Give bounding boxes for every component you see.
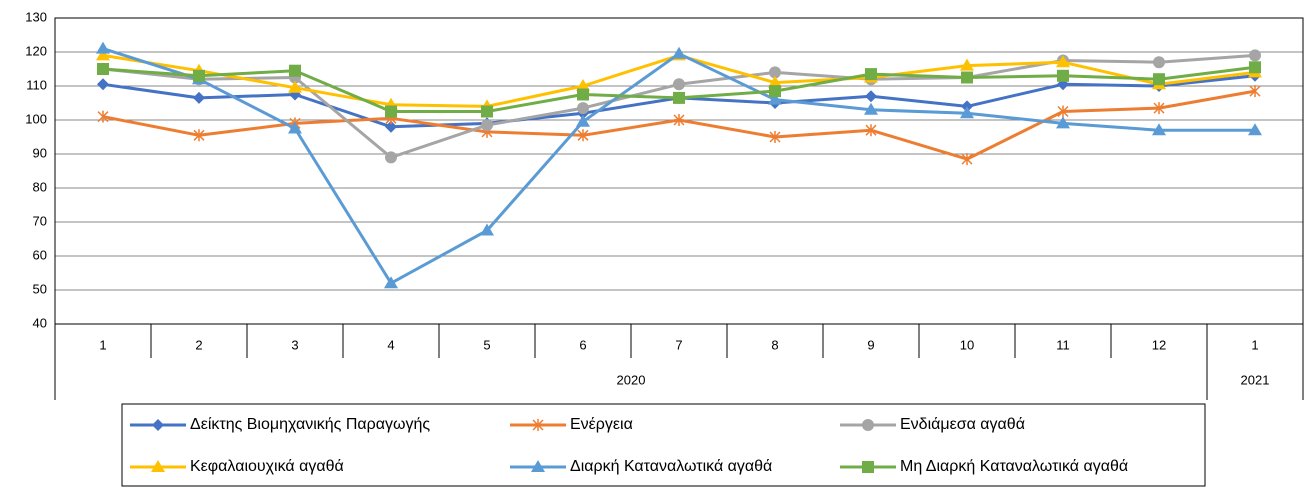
marker bbox=[769, 66, 781, 79]
marker bbox=[673, 78, 685, 91]
legend-item: Κεφαλαιουχικά αγαθά bbox=[130, 458, 344, 475]
y-tick-label: 130 bbox=[25, 9, 47, 24]
marker bbox=[862, 461, 874, 473]
marker bbox=[577, 88, 589, 101]
marker bbox=[864, 102, 878, 115]
x-tick-label: 12 bbox=[1152, 337, 1166, 352]
marker bbox=[769, 131, 781, 143]
marker bbox=[865, 68, 877, 81]
marker bbox=[1249, 49, 1261, 62]
marker bbox=[289, 64, 301, 77]
marker bbox=[97, 63, 109, 75]
marker bbox=[384, 276, 398, 289]
legend-label: Δείκτης Βιομηχανικής Παραγωγής bbox=[190, 416, 430, 433]
marker bbox=[865, 124, 877, 137]
marker bbox=[385, 151, 397, 164]
marker bbox=[673, 114, 685, 126]
marker bbox=[1152, 123, 1166, 136]
marker bbox=[1057, 69, 1069, 82]
legend-item: Δείκτης Βιομηχανικής Παραγωγής bbox=[130, 416, 430, 433]
x-group-label: 2021 bbox=[1241, 372, 1270, 387]
marker bbox=[1248, 123, 1262, 136]
marker bbox=[151, 460, 165, 472]
marker bbox=[96, 48, 110, 61]
marker bbox=[481, 119, 493, 132]
marker bbox=[385, 105, 397, 118]
marker bbox=[97, 110, 109, 123]
marker bbox=[288, 121, 302, 134]
legend-label: Διαρκή Καταναλωτικά αγαθά bbox=[570, 458, 772, 475]
y-tick-label: 80 bbox=[33, 179, 47, 194]
x-group-label: 2020 bbox=[617, 372, 646, 387]
marker bbox=[97, 78, 109, 91]
y-tick-label: 70 bbox=[33, 213, 47, 228]
plot-border bbox=[54, 17, 1304, 325]
y-tick-label: 60 bbox=[33, 247, 47, 262]
marker bbox=[960, 58, 974, 71]
legend-label: Μη Διαρκή Καταναλωτικά αγαθά bbox=[900, 458, 1128, 475]
y-tick-label: 40 bbox=[33, 315, 47, 330]
marker bbox=[1056, 55, 1070, 68]
marker bbox=[673, 91, 685, 104]
legend-box bbox=[121, 403, 1206, 487]
x-tick-label: 1 bbox=[1251, 337, 1258, 352]
marker bbox=[1249, 61, 1261, 74]
legend-label: Ενδιάμεσα αγαθά bbox=[900, 416, 1025, 433]
marker bbox=[288, 80, 302, 93]
x-tick-label: 3 bbox=[291, 337, 298, 352]
marker bbox=[96, 41, 110, 54]
marker bbox=[1153, 102, 1165, 115]
marker bbox=[672, 46, 686, 59]
marker bbox=[481, 105, 493, 118]
x-tick-label: 10 bbox=[960, 337, 974, 352]
marker bbox=[576, 79, 590, 91]
x-tick-label: 4 bbox=[387, 337, 394, 352]
marker bbox=[768, 75, 782, 88]
x-tick-label: 1 bbox=[99, 337, 106, 352]
marker bbox=[1249, 85, 1261, 98]
marker bbox=[577, 129, 589, 142]
marker bbox=[961, 153, 973, 166]
marker bbox=[193, 91, 205, 104]
x-tick-label: 6 bbox=[579, 337, 586, 352]
x-tick-label: 8 bbox=[771, 337, 778, 352]
legend-item: Μη Διαρκή Καταναλωτικά αγαθά bbox=[840, 458, 1128, 475]
legend-item: Διαρκή Καταναλωτικά αγαθά bbox=[510, 458, 772, 475]
marker bbox=[1057, 105, 1069, 118]
marker bbox=[865, 90, 877, 103]
marker bbox=[862, 419, 874, 431]
marker bbox=[961, 71, 973, 84]
marker bbox=[532, 419, 544, 431]
marker bbox=[193, 69, 205, 82]
y-tick-label: 120 bbox=[25, 43, 47, 58]
legend-item: Ενδιάμεσα αγαθά bbox=[840, 416, 1025, 433]
marker bbox=[960, 106, 974, 119]
marker bbox=[480, 223, 494, 236]
y-tick-label: 100 bbox=[25, 111, 47, 126]
marker bbox=[531, 460, 545, 472]
marker bbox=[769, 85, 781, 98]
legend-item: Ενέργεια bbox=[510, 416, 633, 433]
marker bbox=[1153, 73, 1165, 86]
marker bbox=[1153, 56, 1165, 69]
x-tick-label: 5 bbox=[483, 337, 490, 352]
legend-label: Κεφαλαιουχικά αγαθά bbox=[190, 458, 344, 475]
y-tick-label: 50 bbox=[33, 281, 47, 296]
legend-label: Ενέργεια bbox=[570, 416, 633, 433]
y-tick-label: 90 bbox=[33, 145, 47, 160]
y-tick-label: 110 bbox=[26, 77, 47, 92]
marker bbox=[1056, 116, 1070, 129]
marker bbox=[768, 92, 782, 105]
marker bbox=[385, 120, 397, 133]
x-tick-label: 11 bbox=[1056, 337, 1070, 352]
x-tick-label: 7 bbox=[675, 337, 682, 352]
marker bbox=[576, 114, 590, 127]
x-tick-label: 9 bbox=[867, 337, 874, 352]
marker bbox=[577, 102, 589, 115]
x-tick-label: 2 bbox=[195, 337, 202, 352]
marker bbox=[152, 419, 164, 431]
marker bbox=[193, 129, 205, 142]
